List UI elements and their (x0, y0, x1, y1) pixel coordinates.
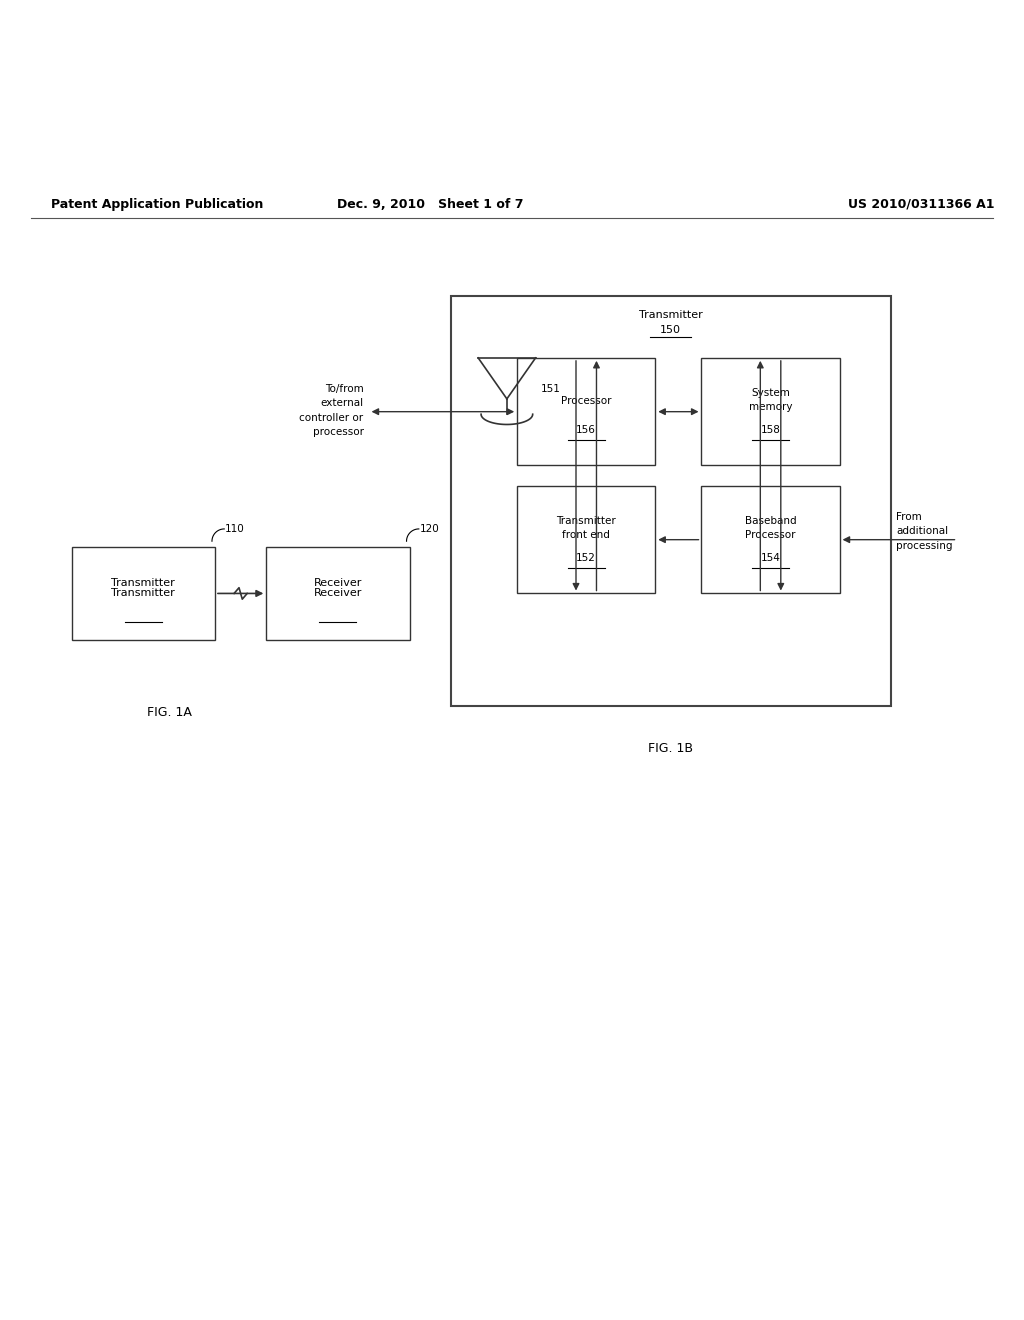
Text: Transmitter: Transmitter (112, 589, 175, 598)
Text: 150: 150 (660, 325, 681, 335)
Text: Receiver: Receiver (313, 589, 362, 598)
Text: Transmitter: Transmitter (556, 516, 616, 527)
Text: Dec. 9, 2010   Sheet 1 of 7: Dec. 9, 2010 Sheet 1 of 7 (337, 198, 523, 211)
Text: Processor: Processor (745, 529, 796, 540)
Text: To/from: To/from (325, 384, 364, 395)
Text: Processor: Processor (561, 396, 611, 407)
Text: 110: 110 (225, 524, 245, 535)
Text: processor: processor (312, 428, 364, 437)
Text: additional: additional (896, 527, 948, 536)
Text: 158: 158 (761, 425, 780, 436)
FancyBboxPatch shape (517, 358, 655, 466)
Text: FIG. 1A: FIG. 1A (146, 706, 191, 719)
FancyBboxPatch shape (72, 548, 215, 639)
Text: System: System (752, 388, 790, 399)
FancyBboxPatch shape (451, 297, 891, 706)
Text: 156: 156 (577, 425, 596, 436)
FancyBboxPatch shape (266, 548, 410, 639)
Text: From: From (896, 512, 922, 523)
Text: 151: 151 (541, 384, 560, 393)
Text: 154: 154 (761, 553, 780, 564)
Text: US 2010/0311366 A1: US 2010/0311366 A1 (848, 198, 995, 211)
Text: memory: memory (749, 401, 793, 412)
FancyBboxPatch shape (517, 486, 655, 594)
Text: FIG. 1B: FIG. 1B (648, 742, 693, 755)
Text: 152: 152 (577, 553, 596, 564)
Text: processing: processing (896, 541, 952, 550)
Text: controller or: controller or (299, 413, 364, 422)
Text: Transmitter: Transmitter (639, 310, 702, 319)
Text: Transmitter: Transmitter (112, 578, 175, 589)
Text: Patent Application Publication: Patent Application Publication (51, 198, 263, 211)
Text: external: external (321, 399, 364, 408)
Text: front end: front end (562, 529, 610, 540)
Text: Baseband: Baseband (744, 516, 797, 527)
Text: Receiver: Receiver (313, 578, 362, 589)
Text: 120: 120 (420, 524, 439, 535)
FancyBboxPatch shape (701, 486, 840, 594)
FancyBboxPatch shape (701, 358, 840, 466)
